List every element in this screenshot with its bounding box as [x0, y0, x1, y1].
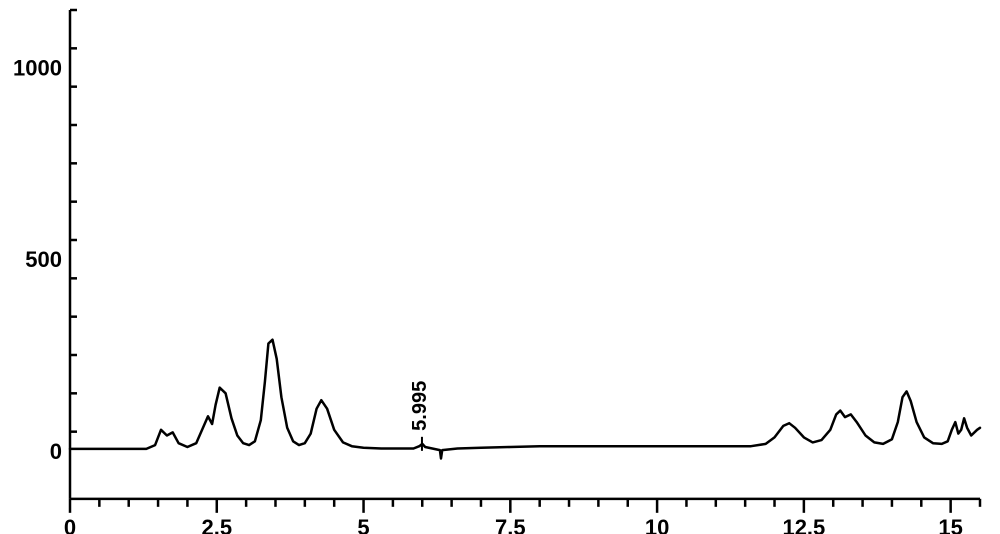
y-tick-label: 0: [50, 439, 62, 464]
x-tick-label: 0: [64, 515, 76, 534]
chromatogram-chart: 0 500 1000 0 2.5 5 7.5 10 12.5 15 5.995: [0, 0, 1000, 534]
y-tick-label: 1000: [13, 56, 62, 81]
chart-svg: 0 500 1000 0 2.5 5 7.5 10 12.5 15 5.995: [0, 0, 1000, 534]
x-tick-label: 10: [645, 515, 669, 534]
x-tick-label: 12.5: [782, 515, 825, 534]
y-tick-label: 500: [25, 247, 62, 272]
x-tick-label: 2.5: [201, 515, 232, 534]
x-tick-label: 15: [938, 515, 962, 534]
chromatogram-trace: [70, 340, 980, 459]
peak-label: 5.995: [409, 381, 431, 431]
x-tick-label: 5: [357, 515, 369, 534]
x-tick-label: 7.5: [495, 515, 526, 534]
